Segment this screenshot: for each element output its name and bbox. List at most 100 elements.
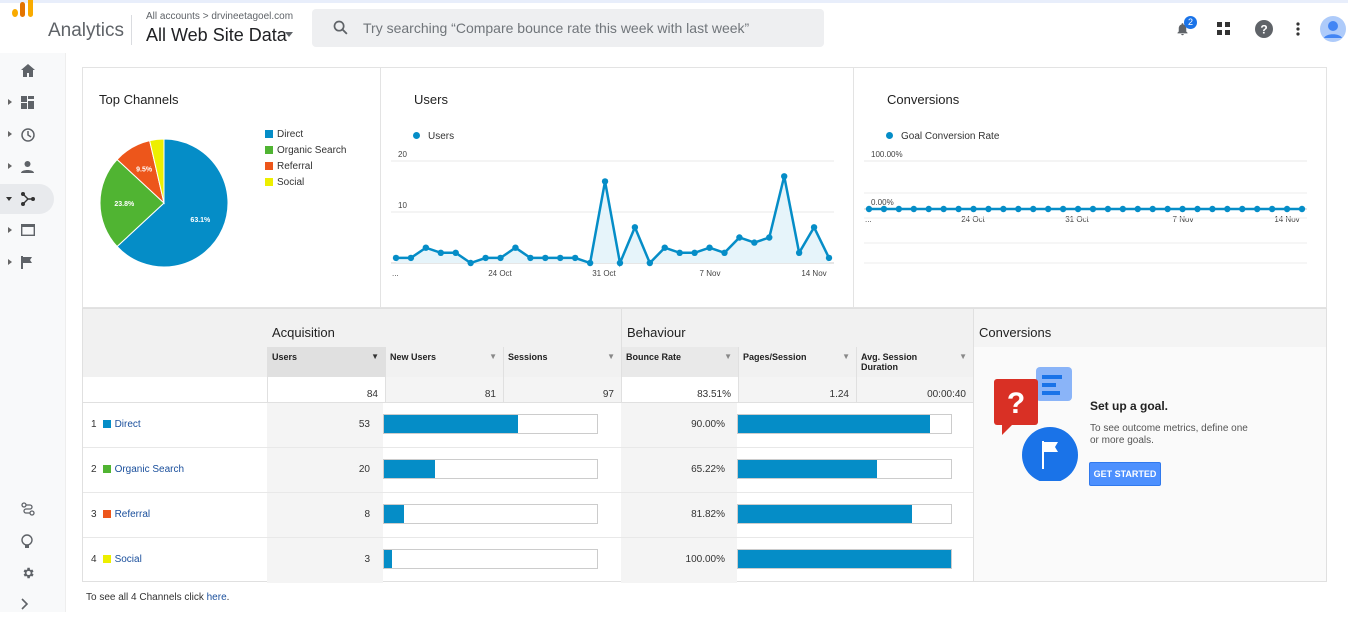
see-all-channels-link[interactable]: here xyxy=(206,592,227,603)
data-point[interactable] xyxy=(781,173,788,180)
channel-link-organic-search[interactable]: Organic Search xyxy=(114,464,185,475)
data-point[interactable] xyxy=(467,259,474,267)
column-header-users[interactable]: Users ▼ xyxy=(267,347,385,377)
data-point[interactable] xyxy=(810,224,818,231)
nav-discover[interactable] xyxy=(0,526,54,556)
legend-label: Referral xyxy=(277,161,313,172)
data-point[interactable] xyxy=(497,254,504,262)
data-point[interactable] xyxy=(751,239,758,246)
data-point[interactable] xyxy=(676,249,683,256)
data-point[interactable] xyxy=(1119,205,1127,213)
nav-realtime[interactable] xyxy=(0,120,54,150)
nav-attribution[interactable] xyxy=(0,494,54,524)
nav-acquisition[interactable] xyxy=(0,184,54,214)
user-avatar-icon[interactable] xyxy=(1320,16,1346,42)
side-navigation xyxy=(0,53,66,612)
data-point[interactable] xyxy=(1000,205,1007,213)
pie-slice-social[interactable] xyxy=(149,138,165,204)
data-point[interactable] xyxy=(1179,205,1186,213)
data-point[interactable] xyxy=(482,254,489,262)
get-started-button[interactable]: GET STARTED xyxy=(1089,462,1161,486)
data-point[interactable] xyxy=(616,259,624,267)
data-point[interactable] xyxy=(1059,205,1067,213)
data-point[interactable] xyxy=(1209,205,1216,213)
data-point[interactable] xyxy=(527,254,534,262)
data-point[interactable] xyxy=(407,254,415,262)
data-point[interactable] xyxy=(1254,205,1261,213)
data-point[interactable] xyxy=(1030,205,1037,213)
data-point[interactable] xyxy=(795,249,803,256)
data-point[interactable] xyxy=(940,205,947,213)
data-point[interactable] xyxy=(631,224,639,231)
data-point[interactable] xyxy=(766,234,773,241)
data-point[interactable] xyxy=(1283,205,1291,213)
data-point[interactable] xyxy=(1104,205,1112,213)
data-point[interactable] xyxy=(1194,205,1201,213)
data-point[interactable] xyxy=(910,205,917,213)
data-point[interactable] xyxy=(1015,205,1022,213)
data-point[interactable] xyxy=(601,178,609,185)
data-point[interactable] xyxy=(825,254,833,262)
data-point[interactable] xyxy=(865,205,873,213)
data-point[interactable] xyxy=(512,244,519,251)
data-point[interactable] xyxy=(1268,205,1276,213)
data-point[interactable] xyxy=(925,205,932,213)
data-point[interactable] xyxy=(955,205,962,213)
data-point[interactable] xyxy=(721,249,728,256)
search-input[interactable]: Try searching “Compare bounce rate this … xyxy=(312,9,824,47)
data-point[interactable] xyxy=(571,254,579,262)
column-header-sessions[interactable]: Sessions ▼ xyxy=(503,347,621,377)
column-header-pages-session[interactable]: Pages/Session ▼ xyxy=(738,347,856,377)
data-point[interactable] xyxy=(880,205,888,213)
column-header-bounce-rate[interactable]: Bounce Rate ▼ xyxy=(621,347,738,377)
data-point[interactable] xyxy=(736,234,743,241)
data-point[interactable] xyxy=(661,244,668,251)
nav-home[interactable] xyxy=(0,56,54,86)
data-point[interactable] xyxy=(452,249,459,256)
data-point[interactable] xyxy=(706,244,713,251)
x-tick-label: 14 Nov xyxy=(801,269,826,278)
data-point[interactable] xyxy=(1134,205,1141,213)
data-point[interactable] xyxy=(1298,205,1306,213)
apps-grid-icon[interactable] xyxy=(1217,22,1231,36)
pie-slice-organic-search[interactable] xyxy=(99,158,165,248)
view-dropdown-icon[interactable] xyxy=(285,32,293,37)
nav-audience[interactable] xyxy=(0,152,54,182)
nav-conversions[interactable] xyxy=(0,248,54,278)
acquisition-icon xyxy=(21,192,35,206)
data-point[interactable] xyxy=(985,205,992,213)
data-point[interactable] xyxy=(1164,205,1171,213)
data-point[interactable] xyxy=(422,244,430,251)
data-point[interactable] xyxy=(1089,205,1097,213)
data-point[interactable] xyxy=(691,249,698,256)
channel-link-referral[interactable]: Referral xyxy=(114,509,151,520)
data-point[interactable] xyxy=(1149,205,1156,213)
data-point[interactable] xyxy=(1074,205,1082,213)
more-options-icon[interactable] xyxy=(1296,22,1300,36)
breadcrumb[interactable]: All accounts > drvineetagoel.com xyxy=(146,11,294,22)
nav-behaviour[interactable] xyxy=(0,216,54,246)
data-point[interactable] xyxy=(437,249,444,256)
data-point[interactable] xyxy=(1239,205,1246,213)
data-point[interactable] xyxy=(557,254,564,262)
search-icon xyxy=(333,20,348,35)
data-point[interactable] xyxy=(970,205,977,213)
help-icon[interactable]: ? xyxy=(1255,20,1273,38)
y-tick-label: 100.00% xyxy=(871,150,903,159)
column-header-avg-session-duration[interactable]: Avg. Session Duration ▼ xyxy=(856,347,973,377)
data-point[interactable] xyxy=(646,259,654,267)
pie-slice-direct[interactable] xyxy=(116,138,229,268)
data-point[interactable] xyxy=(1044,205,1052,213)
nav-customization[interactable] xyxy=(0,88,54,118)
data-point[interactable] xyxy=(542,254,549,262)
data-point[interactable] xyxy=(392,254,400,262)
data-point[interactable] xyxy=(1224,205,1231,213)
nav-admin[interactable] xyxy=(0,558,54,588)
data-point[interactable] xyxy=(586,259,594,267)
data-point[interactable] xyxy=(895,205,903,213)
nav-expand[interactable] xyxy=(0,590,54,620)
channel-link-direct[interactable]: Direct xyxy=(114,419,141,430)
column-header-new-users[interactable]: New Users ▼ xyxy=(385,347,503,377)
view-selector[interactable]: All Web Site Data xyxy=(146,25,287,45)
channel-link-social[interactable]: Social xyxy=(114,554,142,565)
